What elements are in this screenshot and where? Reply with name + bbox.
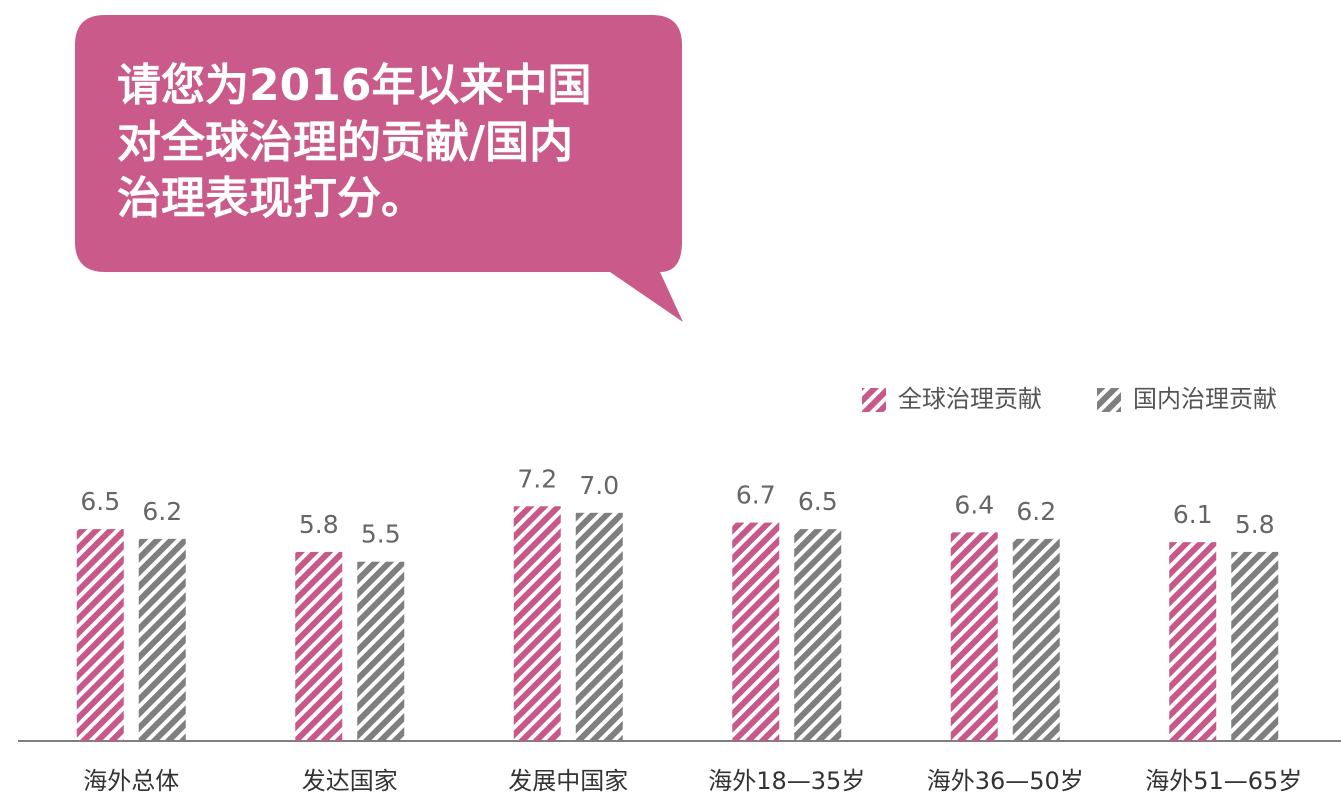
legend-swatch [1097, 388, 1121, 412]
value-label: 6.7 [736, 481, 776, 510]
value-label: 7.0 [579, 471, 619, 500]
value-label: 5.8 [299, 510, 339, 539]
bar [295, 551, 343, 741]
x-tick-label: 发达国家 [302, 767, 398, 795]
bar [1169, 542, 1217, 741]
bar [794, 529, 842, 741]
bar [732, 522, 780, 741]
value-label: 7.2 [517, 464, 557, 493]
x-tick-label: 发展中国家 [508, 767, 628, 795]
chart-title: 对全球治理的贡献/国内 [117, 117, 573, 168]
value-label: 6.2 [142, 497, 182, 526]
bar [950, 532, 998, 741]
bar [357, 561, 405, 741]
x-tick-label: 海外51—65岁 [1145, 767, 1302, 795]
chart-title: 治理表现打分。 [117, 173, 425, 224]
bar [1231, 551, 1279, 741]
chart-title: 请您为2016年以来中国 [117, 60, 591, 111]
legend-label: 全球治理贡献 [898, 385, 1042, 413]
x-tick-label: 海外总体 [83, 767, 179, 795]
bar [1012, 538, 1060, 741]
value-label: 5.5 [361, 520, 401, 549]
legend-label: 国内治理贡献 [1133, 385, 1277, 413]
x-tick-label: 海外18—35岁 [708, 767, 865, 795]
value-label: 6.4 [954, 490, 994, 519]
value-label: 6.5 [80, 487, 120, 516]
x-tick-label: 海外36—50岁 [927, 767, 1084, 795]
value-label: 6.2 [1016, 497, 1056, 526]
bar [575, 512, 623, 741]
legend-swatch [862, 388, 886, 412]
value-label: 6.1 [1173, 500, 1213, 529]
bar [76, 529, 124, 741]
bar [513, 506, 561, 741]
value-label: 5.8 [1235, 510, 1275, 539]
bar [138, 538, 186, 741]
value-label: 6.5 [798, 487, 838, 516]
speech-bubble [75, 15, 683, 322]
